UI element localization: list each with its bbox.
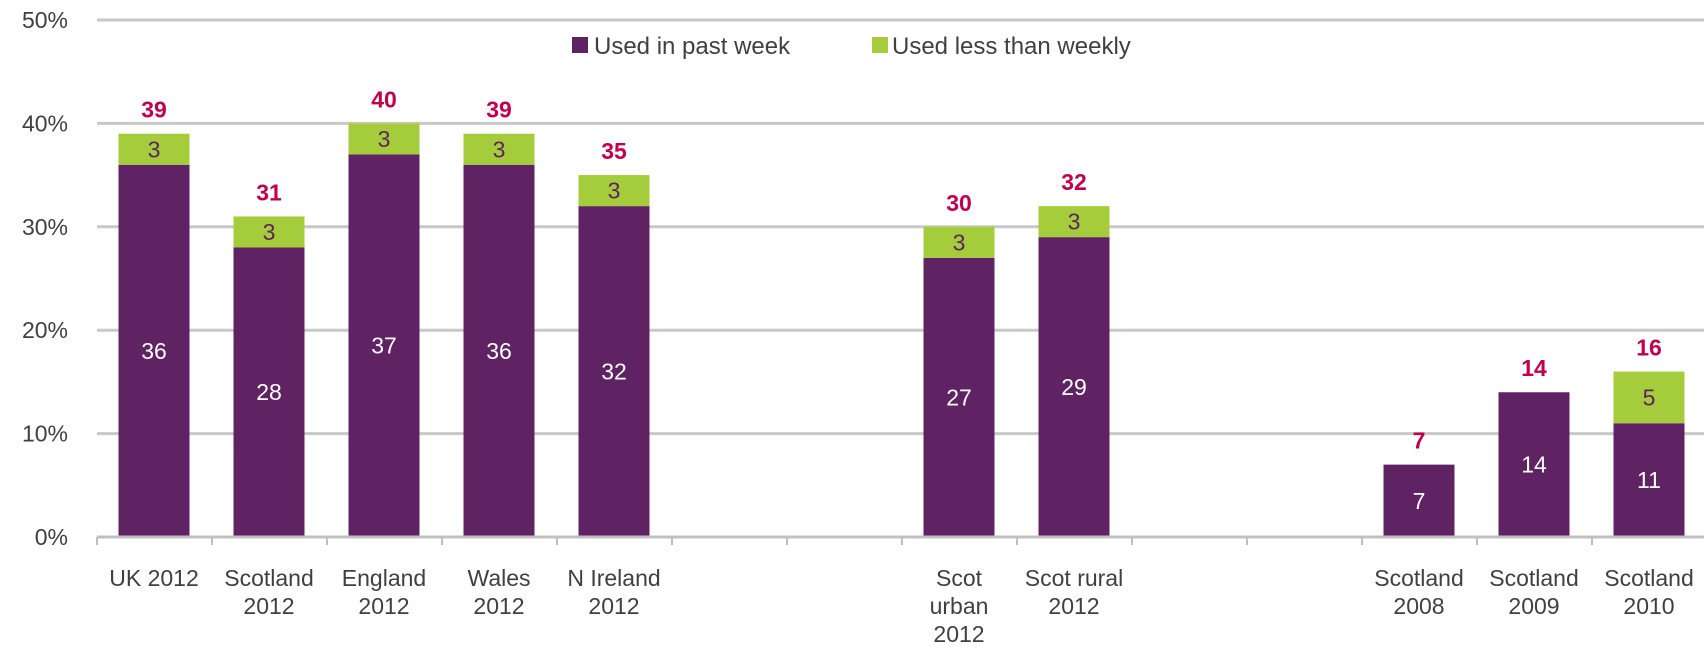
legend-label-less-weekly: Used less than weekly xyxy=(892,33,1131,60)
bar-past-week xyxy=(1613,423,1685,537)
x-category-label: N Ireland xyxy=(567,565,660,591)
y-tick-label: 30% xyxy=(22,214,68,240)
bar-label-past-week: 32 xyxy=(601,359,627,385)
x-category-label: 2010 xyxy=(1623,593,1674,619)
bar-label-past-week: 36 xyxy=(486,338,512,364)
y-tick-label: 0% xyxy=(35,524,68,550)
x-axis: UK 2012 Scotland2012England2012Wales2012N… xyxy=(96,535,1704,647)
legend-swatch-past-week xyxy=(572,37,588,53)
legend-swatch-less-weekly xyxy=(872,37,888,53)
bar-label-less-weekly: 3 xyxy=(953,229,966,255)
bar-past-week xyxy=(118,164,190,537)
bar-less-weekly xyxy=(923,226,995,258)
bar-label-past-week: 37 xyxy=(371,333,397,359)
bar-total-label: 32 xyxy=(1061,169,1087,195)
x-category-label: 2012 xyxy=(588,593,639,619)
x-category-label: 2012 xyxy=(243,593,294,619)
x-category-label: 2012 xyxy=(473,593,524,619)
bar-label-past-week: 7 xyxy=(1413,488,1426,514)
legend-label-past-week: Used in past week xyxy=(594,33,791,60)
bar-less-weekly xyxy=(463,133,535,165)
y-tick-label: 40% xyxy=(22,110,68,136)
x-category-label: Scotland xyxy=(1604,565,1694,591)
y-tick-label: 20% xyxy=(22,317,68,343)
legend: Used in past week Used less than weekly xyxy=(572,33,1131,60)
bar-past-week xyxy=(348,154,420,538)
bar-total-label: 39 xyxy=(141,97,167,123)
bar-less-weekly xyxy=(348,123,420,155)
bar-label-less-weekly: 3 xyxy=(1068,209,1081,235)
gridlines xyxy=(97,18,1704,436)
bar-less-weekly xyxy=(1613,371,1685,424)
x-category-label: 2009 xyxy=(1508,593,1559,619)
bar-label-less-weekly: 3 xyxy=(608,178,621,204)
x-category-label: 2008 xyxy=(1393,593,1444,619)
bar-past-week xyxy=(1038,237,1110,537)
bar-label-past-week: 27 xyxy=(946,384,972,410)
x-category-label: Scot xyxy=(936,565,983,591)
x-category-label: 2012 xyxy=(358,593,409,619)
bar-less-weekly xyxy=(118,133,190,165)
bar-total-label: 39 xyxy=(486,97,512,123)
y-axis: 0% 10% 20% 30% 40% 50% xyxy=(22,7,68,550)
y-tick-label: 50% xyxy=(22,7,68,33)
bar-past-week xyxy=(233,247,305,538)
bar-label-less-weekly: 3 xyxy=(378,126,391,152)
bar-past-week xyxy=(1383,464,1455,537)
bar-total-label: 40 xyxy=(371,86,397,112)
bar-label-less-weekly: 3 xyxy=(148,136,161,162)
bar-label-less-weekly: 3 xyxy=(493,136,506,162)
x-category-label: Wales xyxy=(467,565,530,591)
bar-total-label: 16 xyxy=(1636,335,1662,361)
bar-total-label: 31 xyxy=(256,179,282,205)
bar-less-weekly xyxy=(233,216,305,248)
bar-total-label: 30 xyxy=(946,190,972,216)
x-category-label: England xyxy=(342,565,426,591)
bar-label-less-weekly: 5 xyxy=(1643,384,1656,410)
bar-past-week xyxy=(1498,392,1570,537)
bar-past-week xyxy=(923,257,995,537)
bar-less-weekly xyxy=(578,175,650,207)
bar-label-past-week: 36 xyxy=(141,338,167,364)
bar-total-label: 35 xyxy=(601,138,627,164)
bar-total-label: 7 xyxy=(1413,428,1426,454)
x-category-label: 2012 xyxy=(1048,593,1099,619)
bars: 36 3 39 28 3 31 37 3 40 36 3 39 32 3 35 27 3 30 29 3 32 7 7 14 1… xyxy=(118,86,1685,538)
x-category-label: Scot rural xyxy=(1025,565,1123,591)
y-tick-label: 10% xyxy=(22,421,68,447)
x-category-label: Scotland xyxy=(1374,565,1464,591)
bar-past-week xyxy=(463,164,535,537)
bar-less-weekly xyxy=(1038,206,1110,238)
bar-label-less-weekly: 3 xyxy=(263,219,276,245)
bar-label-past-week: 28 xyxy=(256,379,282,405)
x-category-label: 2012 xyxy=(933,621,984,647)
x-category-label: urban xyxy=(930,593,989,619)
bar-total-label: 14 xyxy=(1521,355,1547,381)
bar-label-past-week: 11 xyxy=(1637,467,1661,493)
bar-label-past-week: 14 xyxy=(1521,452,1547,478)
bar-past-week xyxy=(578,206,650,537)
bar-label-past-week: 29 xyxy=(1061,374,1087,400)
x-category-label: Scotland xyxy=(1489,565,1579,591)
x-category-label: Scotland xyxy=(224,565,314,591)
x-category-label: UK 2012 xyxy=(109,565,199,591)
